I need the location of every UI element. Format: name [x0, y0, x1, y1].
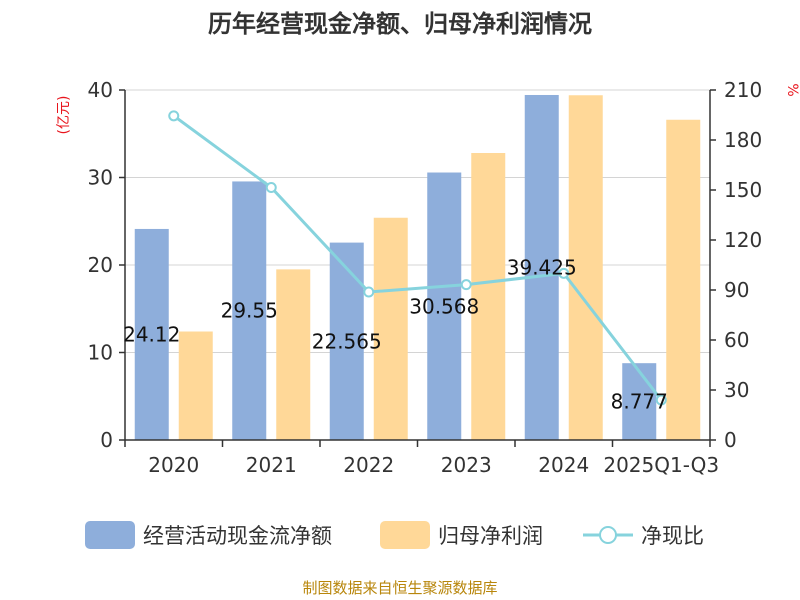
bar: [276, 269, 311, 440]
legend-swatch[interactable]: [85, 521, 135, 549]
left-tick-label: 40: [88, 78, 113, 102]
left-tick-label: 0: [100, 428, 113, 452]
right-tick-label: 120: [724, 228, 762, 252]
x-tick-label: 2022: [343, 453, 394, 477]
data-label: 30.568: [409, 294, 479, 318]
bar: [622, 363, 657, 440]
right-tick-label: 30: [724, 378, 749, 402]
x-tick-label: 2020: [148, 453, 199, 477]
left-tick-label: 10: [88, 341, 113, 365]
ratio-point: [655, 394, 667, 406]
right-tick-label: 210: [724, 78, 762, 102]
legend-label[interactable]: 经营活动现金流净额: [143, 524, 332, 548]
left-tick-label: 30: [88, 166, 113, 190]
left-tick-label: 20: [88, 253, 113, 277]
right-tick-label: 0: [724, 428, 737, 452]
legend[interactable]: 经营活动现金流净额 归母净利润 净现比: [85, 521, 704, 549]
data-labels: 24.12 29.55 22.565 30.568 39.425 8.777: [123, 255, 668, 413]
right-tick-label: 90: [724, 278, 749, 302]
bar: [524, 94, 559, 441]
bar: [666, 119, 701, 440]
bar: [134, 228, 169, 440]
bar: [373, 217, 408, 440]
source-note: 制图数据来自恒生聚源数据库: [302, 579, 497, 597]
x-tick-label: 2023: [441, 453, 492, 477]
ratio-point: [168, 110, 180, 122]
right-axis-unit: %: [784, 83, 800, 96]
chart-title: 历年经营现金净额、归母净利润情况: [208, 10, 592, 38]
bar: [329, 242, 364, 440]
ratio-point: [558, 267, 570, 279]
data-label: 29.55: [221, 299, 278, 323]
x-tick-label: 2021: [246, 453, 297, 477]
bar: [232, 181, 267, 440]
x-tick-label: 2025Q1-Q3: [603, 453, 719, 477]
left-axis-unit: (亿元): [56, 96, 72, 135]
line-series: [168, 110, 667, 406]
ratio-point: [460, 279, 472, 291]
bar: [471, 153, 506, 440]
right-tick-label: 150: [724, 178, 762, 202]
data-label: 39.425: [507, 255, 577, 279]
ratio-line: [172, 114, 663, 401]
axes: 0 10 20 30 40 0 30 60 90 120 150 180 210 2020 2021 2022…: [88, 78, 763, 477]
legend-label[interactable]: 归母净利润: [438, 524, 543, 548]
ratio-point: [265, 182, 277, 193]
data-label: 8.777: [611, 390, 668, 414]
right-tick-label: 180: [724, 128, 762, 152]
data-label: 24.12: [123, 322, 180, 346]
bar: [178, 331, 213, 440]
right-tick-label: 60: [724, 328, 749, 352]
legend-swatch[interactable]: [380, 521, 430, 549]
bar: [568, 95, 603, 440]
ratio-point: [363, 286, 375, 298]
bar: [427, 172, 462, 440]
legend-marker[interactable]: [599, 526, 617, 544]
legend-label[interactable]: 净现比: [641, 524, 704, 548]
data-label: 22.565: [312, 329, 382, 353]
bar-series: [134, 94, 701, 441]
x-tick-label: 2024: [538, 453, 589, 477]
